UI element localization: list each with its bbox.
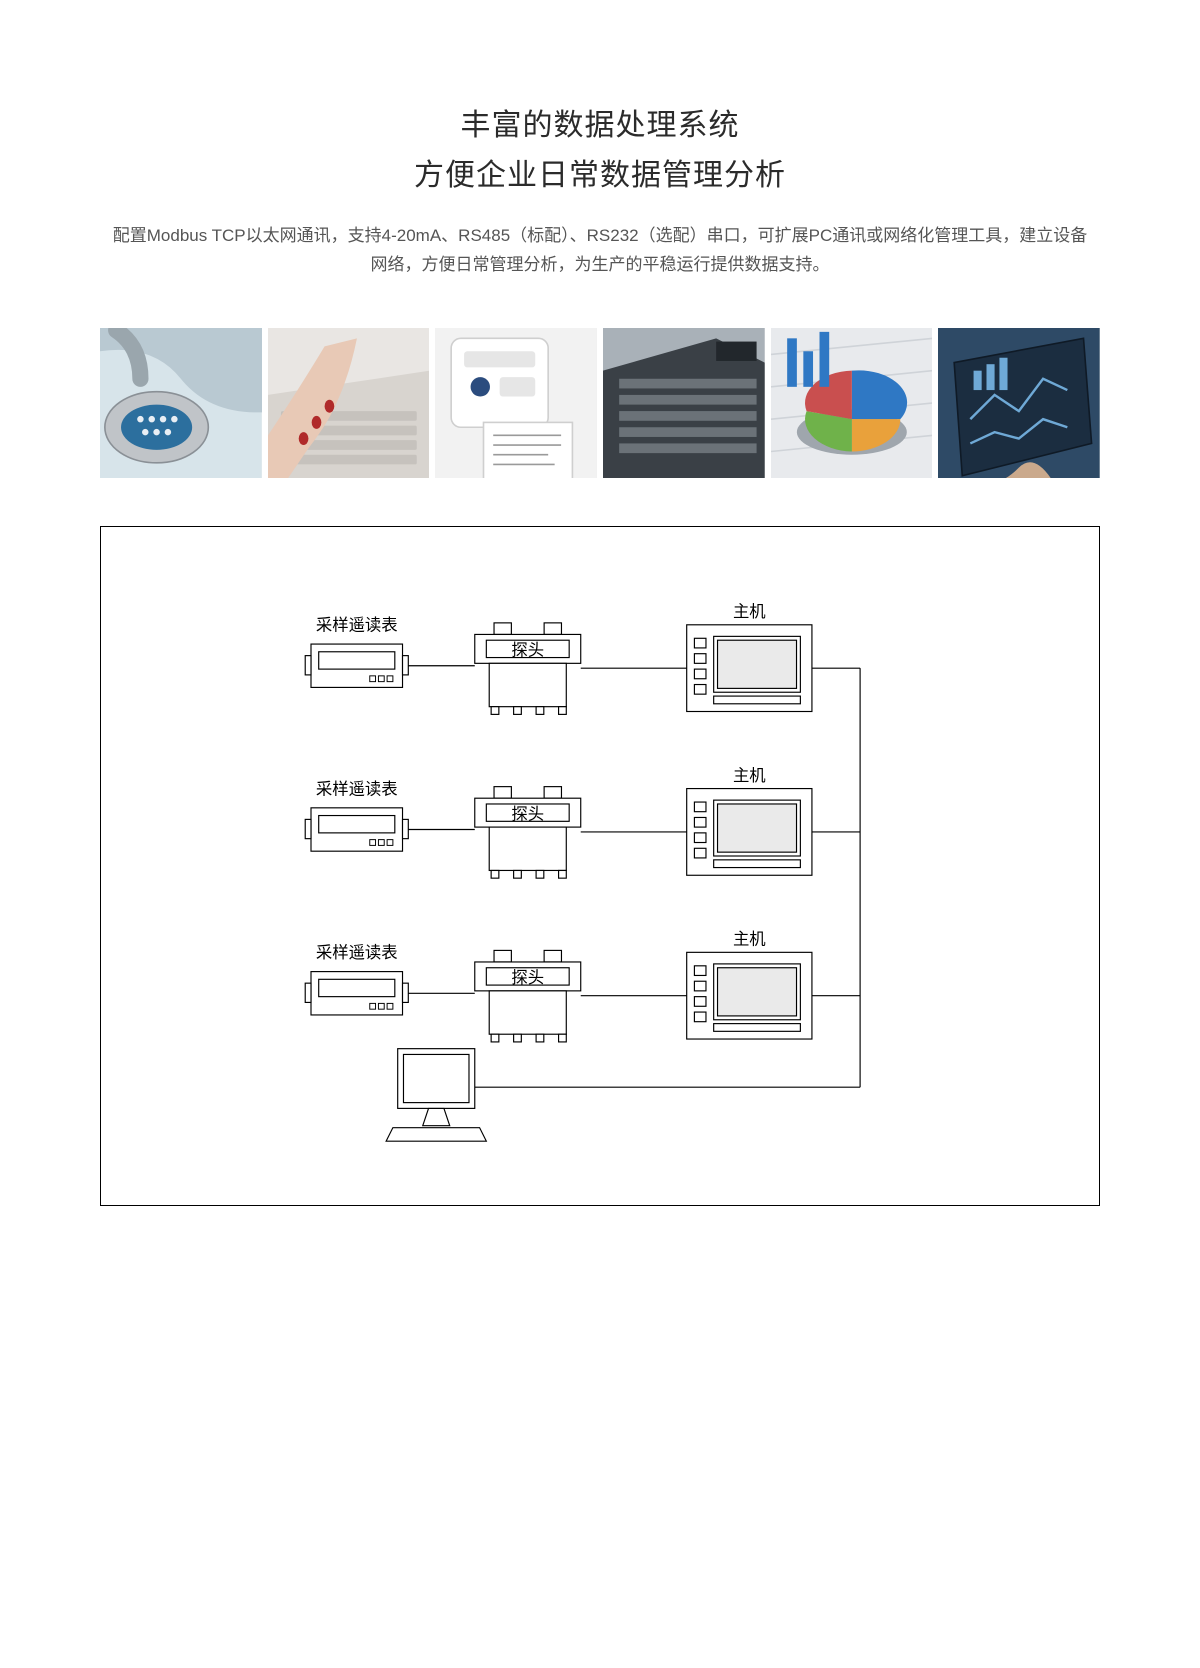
svg-text:探头: 探头 [511,805,544,823]
svg-text:主机: 主机 [733,767,766,785]
photo-strip [100,328,1100,478]
svg-text:探头: 探头 [511,969,544,987]
header: 丰富的数据处理系统 方便企业日常数据管理分析 配置Modbus TCP以太网通讯… [0,0,1200,280]
keyboard-photo [268,328,430,478]
svg-text:主机: 主机 [733,603,766,621]
network-diagram: 采样遥读表主机探头采样遥读表主机探头采样遥读表主机探头个人计算机 [100,526,1100,1206]
tablet-dash-photo [938,328,1100,478]
svg-text:主机: 主机 [733,930,766,948]
connector-photo [100,328,262,478]
pie-chart-photo [771,328,933,478]
svg-text:采样遥读表: 采样遥读表 [316,944,398,962]
svg-text:采样遥读表: 采样遥读表 [316,780,398,798]
description: 配置Modbus TCP以太网通讯，支持4-20mA、RS485（标配）、RS2… [0,222,1200,280]
printer-photo [435,328,597,478]
svg-text:采样遥读表: 采样遥读表 [316,616,398,634]
plc-module-photo [603,328,765,478]
title-line-1: 丰富的数据处理系统 [0,100,1200,144]
svg-text:探头: 探头 [511,641,544,659]
title-line-2: 方便企业日常数据管理分析 [0,150,1200,194]
